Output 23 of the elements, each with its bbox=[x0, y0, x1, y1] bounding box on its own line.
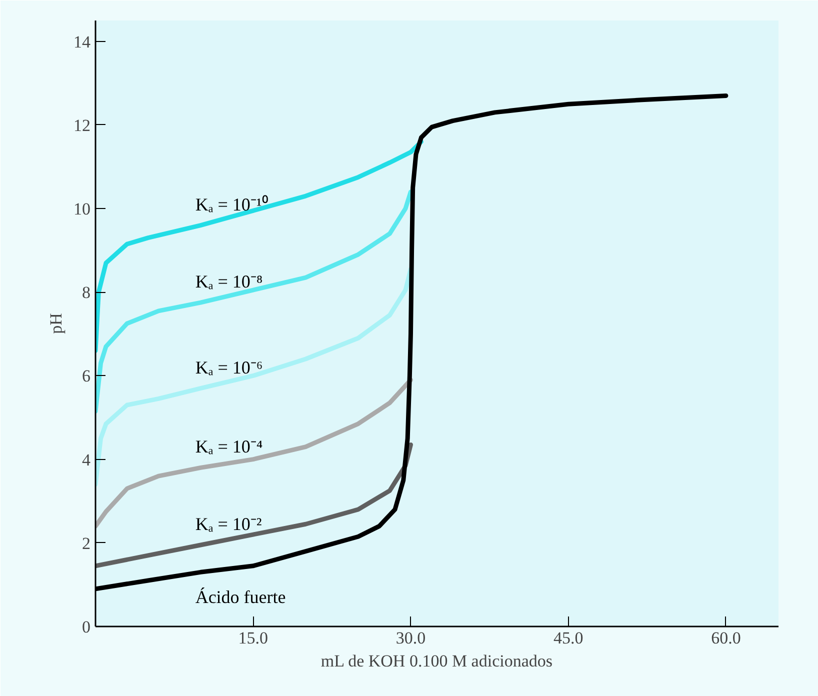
y-tick-label: 10 bbox=[74, 200, 90, 219]
y-axis-title: pH bbox=[46, 313, 66, 334]
y-tick-label: 0 bbox=[82, 618, 90, 636]
line-series bbox=[96, 139, 424, 353]
y-tick-label: 12 bbox=[74, 116, 90, 135]
series-label: Ácido fuerte bbox=[195, 587, 286, 608]
x-tick-label: 60.0 bbox=[711, 628, 741, 648]
series-label: Kₐ = 10⁻⁶ bbox=[195, 358, 263, 378]
x-tick-label: 30.0 bbox=[396, 628, 426, 648]
y-tick-label: 4 bbox=[82, 450, 91, 470]
y-tick-label: 8 bbox=[82, 283, 90, 302]
y-tick-label: 6 bbox=[82, 366, 90, 386]
x-tick-label: 45.0 bbox=[553, 628, 584, 648]
x-tick-label: 15.0 bbox=[238, 628, 268, 648]
y-tick-label: 2 bbox=[82, 534, 90, 553]
series-label: Kₐ = 10⁻⁴ bbox=[195, 436, 263, 457]
series-label: Kₐ = 10⁻² bbox=[195, 514, 262, 534]
line-series bbox=[96, 442, 413, 568]
x-axis-title: mL de KOH 0.100 M adicionados bbox=[320, 652, 553, 670]
line-series bbox=[96, 190, 413, 414]
y-tick-label: 14 bbox=[74, 32, 91, 52]
series-label: Kₐ = 10⁻¹⁰ bbox=[195, 194, 268, 215]
series-label: Kₐ = 10⁻⁸ bbox=[195, 272, 263, 292]
